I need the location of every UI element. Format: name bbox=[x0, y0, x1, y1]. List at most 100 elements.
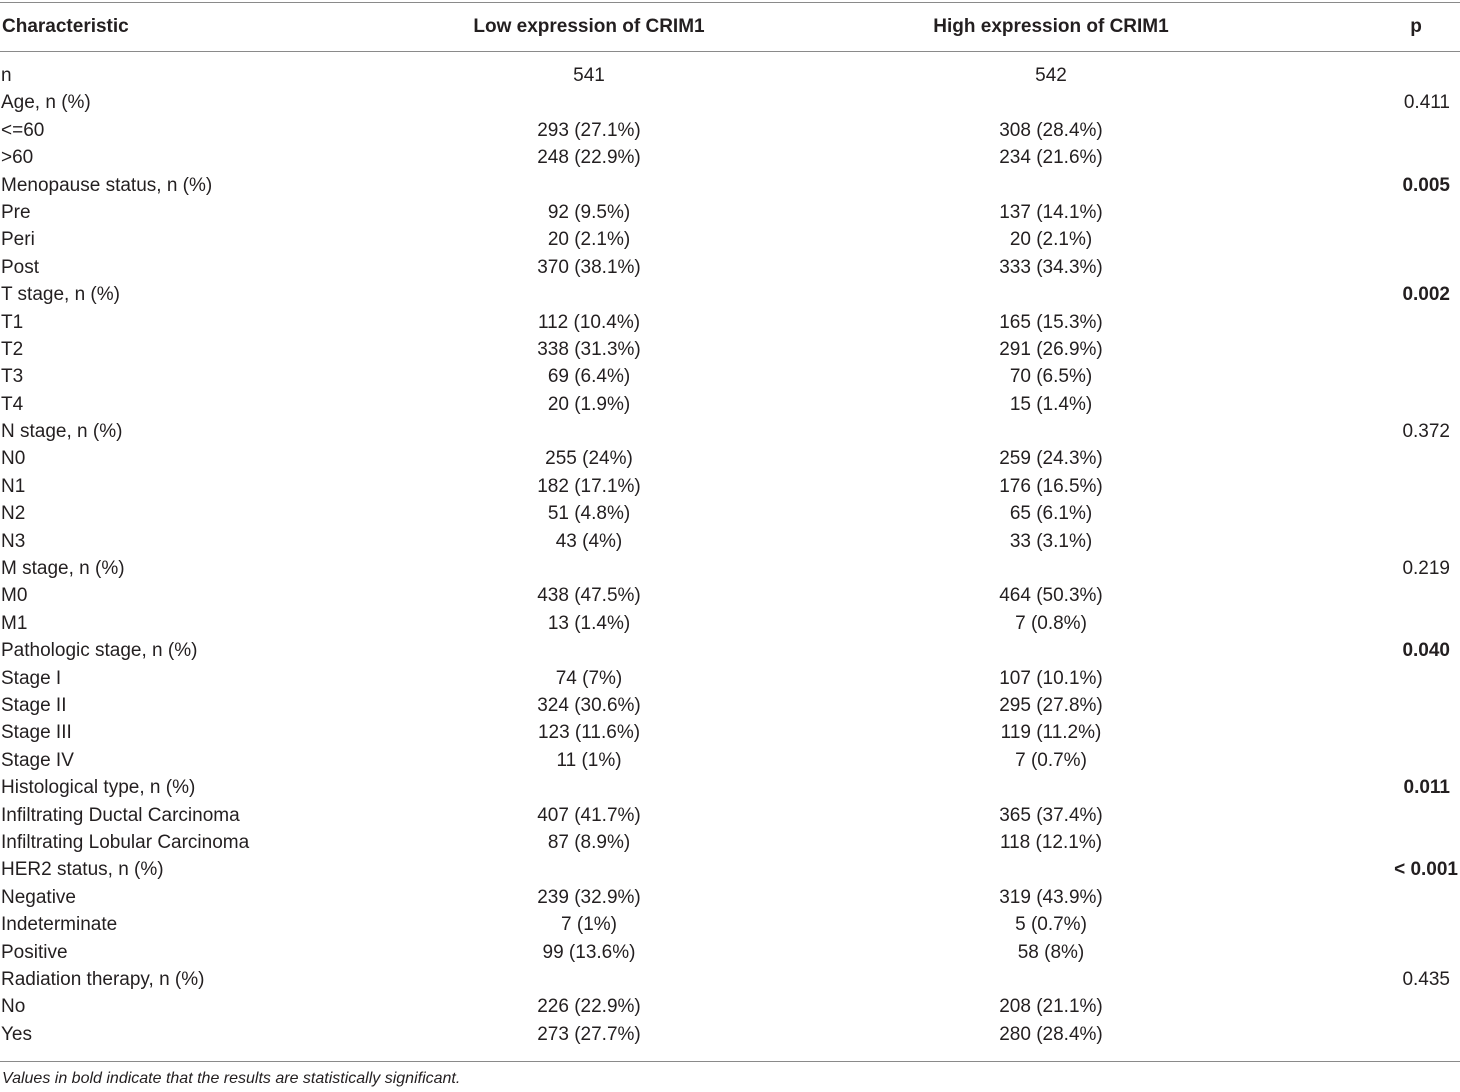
table-row: Stage III 123 (11.6%) 119 (11.2%) bbox=[0, 719, 1460, 746]
table-row: M1 13 (1.4%) 7 (0.8%) bbox=[0, 610, 1460, 637]
p-value-cell: 0.372 bbox=[1402, 421, 1450, 443]
row-label: M1 bbox=[1, 612, 28, 634]
high-expression-cell: 165 (15.3%) bbox=[999, 311, 1103, 333]
high-expression-cell: 70 (6.5%) bbox=[1009, 366, 1093, 388]
row-label: Stage III bbox=[1, 722, 72, 744]
table-header-rule bbox=[0, 51, 1460, 52]
low-expression-cell: 324 (30.6%) bbox=[537, 694, 641, 716]
low-expression-cell: 293 (27.1%) bbox=[537, 119, 641, 141]
row-label: n bbox=[1, 65, 12, 86]
high-expression-cell: 280 (28.4%) bbox=[999, 1023, 1103, 1045]
table-row: Pre 92 (9.5%) 137 (14.1%) bbox=[0, 199, 1460, 226]
low-expression-cell: 92 (9.5%) bbox=[547, 201, 631, 223]
p-value-cell: 0.011 bbox=[1403, 777, 1451, 799]
low-expression-cell: 69 (6.4%) bbox=[547, 366, 631, 388]
p-value-cell: 0.411 bbox=[1403, 92, 1450, 114]
high-expression-cell: 20 (2.1%) bbox=[1009, 229, 1093, 251]
row-label: N0 bbox=[1, 448, 26, 470]
low-expression-cell: 248 (22.9%) bbox=[537, 147, 641, 169]
row-label: HER2 status, n (%) bbox=[1, 859, 164, 881]
table-row: T1 112 (10.4%) 165 (15.3%) bbox=[0, 309, 1460, 336]
low-expression-cell: 123 (11.6%) bbox=[537, 722, 641, 744]
low-expression-cell: 182 (17.1%) bbox=[537, 475, 641, 497]
row-label: No bbox=[1, 996, 26, 1018]
low-expression-cell: 87 (8.9%) bbox=[547, 831, 631, 853]
high-expression-cell: 15 (1.4%) bbox=[1009, 393, 1093, 415]
table-row: M0 438 (47.5%) 464 (50.3%) bbox=[0, 582, 1460, 609]
p-value-cell: 0.040 bbox=[1402, 640, 1450, 662]
low-expression-cell: 255 (24%) bbox=[545, 448, 633, 470]
low-expression-cell: 239 (32.9%) bbox=[537, 886, 641, 908]
high-expression-cell: 291 (26.9%) bbox=[999, 338, 1103, 360]
row-label: Stage IV bbox=[1, 749, 74, 771]
row-label: Infiltrating Lobular Carcinoma bbox=[1, 831, 250, 853]
p-value-cell: < 0.001 bbox=[1394, 859, 1458, 881]
high-expression-cell: 107 (10.1%) bbox=[999, 667, 1103, 689]
row-label: Histological type, n (%) bbox=[1, 777, 196, 799]
table-row: No 226 (22.9%) 208 (21.1%) bbox=[0, 993, 1460, 1020]
table-row: Infiltrating Lobular Carcinoma 87 (8.9%) 1… bbox=[0, 829, 1460, 856]
high-expression-cell: 33 (3.1%) bbox=[1009, 530, 1093, 552]
low-expression-cell: 20 (2.1%) bbox=[547, 229, 631, 251]
high-expression-cell: 542 bbox=[1035, 65, 1067, 86]
table-row: Stage I 74 (7%) 107 (10.1%) bbox=[0, 665, 1460, 692]
p-value-cell: 0.219 bbox=[1402, 558, 1450, 580]
row-label: M0 bbox=[1, 585, 28, 607]
row-label: Pre bbox=[1, 201, 31, 223]
row-label: T2 bbox=[1, 338, 24, 360]
high-expression-cell: 5 (0.7%) bbox=[1015, 914, 1087, 936]
table-row: Infiltrating Ductal Carcinoma 407 (41.7%)… bbox=[0, 802, 1460, 829]
high-expression-cell: 365 (37.4%) bbox=[999, 804, 1103, 826]
row-label: <=60 bbox=[1, 119, 45, 141]
header-low-expression: Low expression of CRIM1 bbox=[473, 16, 705, 37]
high-expression-cell: 176 (16.5%) bbox=[999, 475, 1103, 497]
low-expression-cell: 74 (7%) bbox=[555, 667, 623, 689]
low-expression-cell: 99 (13.6%) bbox=[542, 941, 636, 963]
low-expression-cell: 51 (4.8%) bbox=[547, 503, 631, 525]
high-expression-cell: 7 (0.7%) bbox=[1015, 749, 1087, 771]
row-label: N stage, n (%) bbox=[1, 421, 123, 443]
row-label: T3 bbox=[1, 366, 24, 388]
table-row: n 541 542 bbox=[0, 62, 1460, 89]
row-label: Stage II bbox=[1, 694, 67, 716]
table-row: M stage, n (%) 0.219 bbox=[0, 555, 1460, 582]
high-expression-cell: 65 (6.1%) bbox=[1009, 503, 1093, 525]
row-label: N1 bbox=[1, 475, 26, 497]
row-label: Stage I bbox=[1, 667, 62, 689]
low-expression-cell: 11 (1%) bbox=[556, 749, 622, 771]
low-expression-cell: 20 (1.9%) bbox=[547, 393, 631, 415]
table-row: Peri 20 (2.1%) 20 (2.1%) bbox=[0, 226, 1460, 253]
table-row: T4 20 (1.9%) 15 (1.4%) bbox=[0, 391, 1460, 418]
row-label: Menopause status, n (%) bbox=[1, 174, 213, 196]
table-row: Post 370 (38.1%) 333 (34.3%) bbox=[0, 254, 1460, 281]
row-label: Infiltrating Ductal Carcinoma bbox=[1, 804, 240, 826]
high-expression-cell: 464 (50.3%) bbox=[999, 585, 1103, 607]
high-expression-cell: 234 (21.6%) bbox=[999, 147, 1103, 169]
p-value-cell: 0.005 bbox=[1402, 174, 1450, 196]
table-row: Menopause status, n (%) 0.005 bbox=[0, 172, 1460, 199]
low-expression-cell: 7 (1%) bbox=[561, 914, 617, 936]
row-label: Negative bbox=[1, 886, 76, 908]
row-label: N2 bbox=[1, 503, 26, 525]
table-row: N stage, n (%) 0.372 bbox=[0, 418, 1460, 445]
table-row: HER2 status, n (%) < 0.001 bbox=[0, 856, 1460, 883]
low-expression-cell: 13 (1.4%) bbox=[547, 612, 631, 634]
row-label: Pathologic stage, n (%) bbox=[1, 640, 198, 662]
table-row: N0 255 (24%) 259 (24.3%) bbox=[0, 445, 1460, 472]
table-row: Pathologic stage, n (%) 0.040 bbox=[0, 637, 1460, 664]
low-expression-cell: 273 (27.7%) bbox=[537, 1023, 641, 1045]
table-row: T3 69 (6.4%) 70 (6.5%) bbox=[0, 363, 1460, 390]
high-expression-cell: 295 (27.8%) bbox=[999, 694, 1103, 716]
row-label: Peri bbox=[1, 229, 35, 251]
low-expression-cell: 226 (22.9%) bbox=[537, 996, 641, 1018]
low-expression-cell: 112 (10.4%) bbox=[537, 311, 641, 333]
row-label: Post bbox=[1, 256, 40, 278]
table-row: Negative 239 (32.9%) 319 (43.9%) bbox=[0, 884, 1460, 911]
table-bottom-rule bbox=[0, 1061, 1460, 1062]
low-expression-cell: 438 (47.5%) bbox=[537, 585, 641, 607]
high-expression-cell: 58 (8%) bbox=[1017, 941, 1085, 963]
row-label: Age, n (%) bbox=[1, 92, 91, 114]
high-expression-cell: 137 (14.1%) bbox=[999, 201, 1103, 223]
table-row: Indeterminate 7 (1%) 5 (0.7%) bbox=[0, 911, 1460, 938]
row-label: Radiation therapy, n (%) bbox=[1, 968, 205, 990]
